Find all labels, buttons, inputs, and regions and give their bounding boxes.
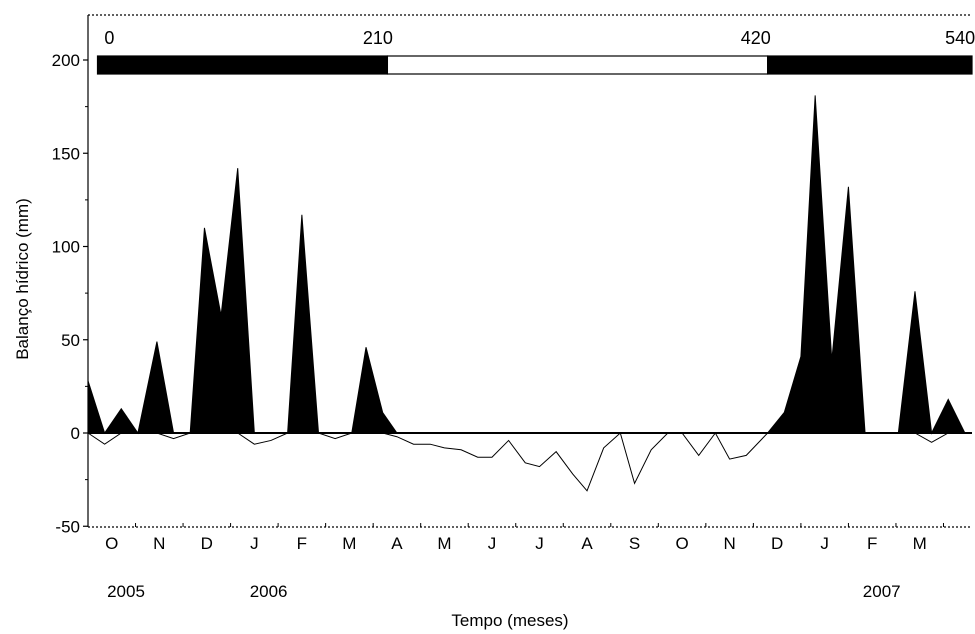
x-tick-label: F (867, 534, 877, 553)
experiment-timeline-bar: 0 210 420 540 (96, 28, 975, 75)
x-tick-label: M (913, 534, 927, 553)
x-tick-label: D (201, 534, 213, 553)
timeline-segment (767, 55, 973, 75)
x-tick-label: J (535, 534, 544, 553)
timeline-label: 540 (945, 28, 975, 48)
x-tick-label: F (297, 534, 307, 553)
x-tick-label: N (723, 534, 735, 553)
x-tick-label: A (581, 534, 593, 553)
surplus-area-2007 (766, 95, 972, 435)
y-tick-label: 0 (71, 424, 80, 443)
deficit-line (87, 432, 972, 492)
y-tick-label: 200 (52, 51, 80, 70)
x-tick-label: M (437, 534, 451, 553)
x-tick-label: O (105, 534, 118, 553)
timeline-segment (386, 55, 769, 75)
year-label: 2005 (107, 582, 145, 601)
y-tick-label: 50 (61, 331, 80, 350)
y-tick-label: 100 (52, 238, 80, 257)
x-tick-label: S (629, 534, 640, 553)
axes: -50 0 50 100 150 200 O N D J F M A M J J A S O N D J F M 2005 200… (52, 51, 944, 601)
x-tick-label: A (391, 534, 403, 553)
x-tick-label: D (771, 534, 783, 553)
year-label: 2006 (250, 582, 288, 601)
y-axis-label: Balanço hídrico (mm) (13, 198, 32, 360)
x-axis-label: Tempo (meses) (451, 611, 568, 630)
x-tick-label: O (675, 534, 688, 553)
timeline-label: 420 (741, 28, 771, 48)
x-tick-label: J (488, 534, 497, 553)
x-tick-label: J (820, 534, 829, 553)
y-tick-label: 150 (52, 144, 80, 163)
series-marks (87, 95, 972, 492)
year-label: 2007 (863, 582, 901, 601)
x-tick-label: N (153, 534, 165, 553)
timeline-segment (96, 55, 389, 75)
x-tick-label: J (250, 534, 259, 553)
y-tick-label: -50 (55, 517, 80, 536)
plot-frame (87, 14, 972, 528)
x-tick-label: M (342, 534, 356, 553)
surplus-area-2005-2006 (87, 168, 398, 435)
timeline-label: 0 (104, 28, 114, 48)
timeline-label: 210 (363, 28, 393, 48)
